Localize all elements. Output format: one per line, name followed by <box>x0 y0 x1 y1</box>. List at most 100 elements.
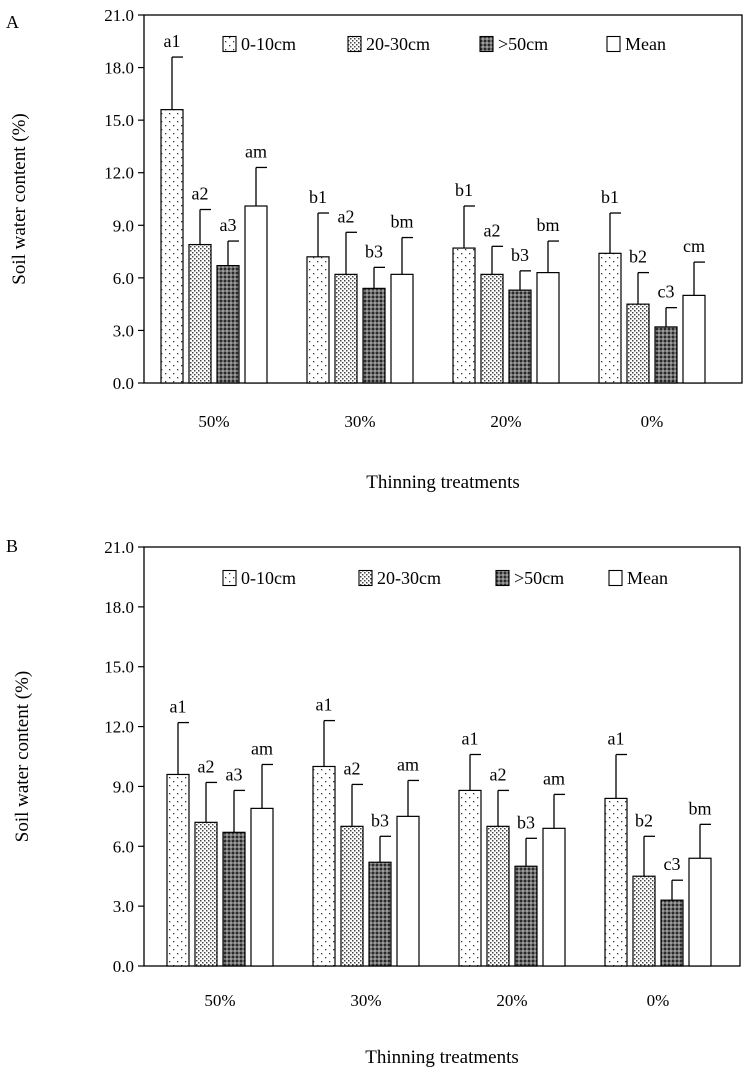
legend-swatch <box>495 569 510 587</box>
significance-label: b3 <box>517 812 535 832</box>
bar <box>486 825 510 967</box>
bar <box>688 857 712 967</box>
x-category-label: 0% <box>641 412 664 431</box>
legend-label: 20-30cm <box>366 34 430 54</box>
bar <box>480 273 504 384</box>
x-category-label: 30% <box>350 991 381 1010</box>
significance-label: b2 <box>629 247 647 267</box>
significance-label: a1 <box>462 729 479 749</box>
y-axis-title: Soil water content (%) <box>12 671 33 842</box>
y-tick-label: 15.0 <box>104 658 134 677</box>
significance-label: a1 <box>316 695 333 715</box>
y-tick-label: 21.0 <box>104 6 134 25</box>
significance-label: a2 <box>192 184 209 204</box>
significance-label: b1 <box>309 187 327 207</box>
bar <box>368 861 392 967</box>
y-tick-label: 3.0 <box>113 321 134 340</box>
bar <box>508 289 532 384</box>
y-tick-label: 9.0 <box>113 777 134 796</box>
bar <box>250 807 274 967</box>
legend-label: 0-10cm <box>241 568 296 588</box>
bar <box>604 797 628 967</box>
significance-label: am <box>397 754 419 774</box>
x-category-label: 0% <box>647 991 670 1010</box>
significance-label: c3 <box>658 282 675 302</box>
chart-panel-a: A 0.0 3.0 6.0 9.0 12.0 15.0 18.0 21.0 Soil water … <box>6 6 743 493</box>
x-axis-title: Thinning treatments <box>366 472 520 493</box>
y-tick-label: 12.0 <box>104 718 134 737</box>
significance-label: a2 <box>344 758 361 778</box>
panel-letter: A <box>6 12 19 32</box>
panel-letter: B <box>6 536 18 556</box>
legend-swatch <box>347 35 362 53</box>
y-tick-label: 15.0 <box>104 111 134 130</box>
y-axis-title: Soil water content (%) <box>9 113 30 284</box>
plot-frame <box>143 14 743 384</box>
significance-label: a3 <box>220 215 237 235</box>
significance-label: am <box>245 141 267 161</box>
significance-label: a1 <box>608 729 625 749</box>
x-category-label: 50% <box>198 412 229 431</box>
y-tick-label: 6.0 <box>113 837 134 856</box>
bar <box>514 865 538 967</box>
bar <box>536 272 560 384</box>
bar <box>390 273 414 384</box>
legend-swatch <box>222 35 237 53</box>
y-tick-label: 12.0 <box>104 164 134 183</box>
y-tick-label: 9.0 <box>113 216 134 235</box>
bar <box>660 899 684 967</box>
plot-frame <box>143 546 741 967</box>
significance-label: c3 <box>664 854 681 874</box>
significance-label: bm <box>536 215 559 235</box>
significance-label: a2 <box>198 756 215 776</box>
bar <box>166 773 190 967</box>
significance-label: bm <box>390 212 413 232</box>
x-category-label: 20% <box>496 991 527 1010</box>
bar <box>458 789 482 967</box>
bar <box>340 825 364 967</box>
bar <box>396 815 420 967</box>
bar <box>160 109 184 384</box>
significance-label: a1 <box>164 31 181 51</box>
significance-label: b3 <box>365 241 383 261</box>
bar <box>222 831 246 967</box>
significance-label: b3 <box>511 245 529 265</box>
y-tick-label: 3.0 <box>113 897 134 916</box>
bar <box>362 287 386 384</box>
y-tick-label: 0.0 <box>113 957 134 976</box>
bar <box>306 256 330 384</box>
legend-label: 20-30cm <box>377 568 441 588</box>
bar <box>188 243 212 384</box>
bar <box>244 205 268 384</box>
bar <box>216 264 240 384</box>
y-tick-label: 6.0 <box>113 269 134 288</box>
legend-label: >50cm <box>498 34 548 54</box>
y-tick-label: 18.0 <box>104 598 134 617</box>
y-tick-label: 21.0 <box>104 538 134 557</box>
bar <box>598 252 622 384</box>
bar <box>632 875 656 967</box>
legend-label: >50cm <box>514 568 564 588</box>
chart-panel-b: B 0.0 3.0 6.0 9.0 12.0 15.0 18.0 21.0 Soil water … <box>6 536 741 1068</box>
legend-label: Mean <box>627 568 668 588</box>
bar <box>194 821 218 967</box>
legend-swatch <box>358 569 373 587</box>
significance-label: am <box>543 768 565 788</box>
bar <box>312 765 336 967</box>
bar <box>626 303 650 384</box>
bar <box>452 247 476 384</box>
bar <box>542 827 566 967</box>
bar <box>654 326 678 384</box>
legend-label: 0-10cm <box>241 34 296 54</box>
significance-label: a2 <box>484 220 501 240</box>
significance-label: a2 <box>338 206 355 226</box>
significance-label: a2 <box>490 764 507 784</box>
x-category-label: 50% <box>204 991 235 1010</box>
significance-label: b1 <box>601 187 619 207</box>
significance-label: a3 <box>226 764 243 784</box>
significance-label: b3 <box>371 810 389 830</box>
legend-swatch <box>608 569 623 587</box>
significance-label: b2 <box>635 810 653 830</box>
x-axis-title: Thinning treatments <box>365 1047 519 1068</box>
